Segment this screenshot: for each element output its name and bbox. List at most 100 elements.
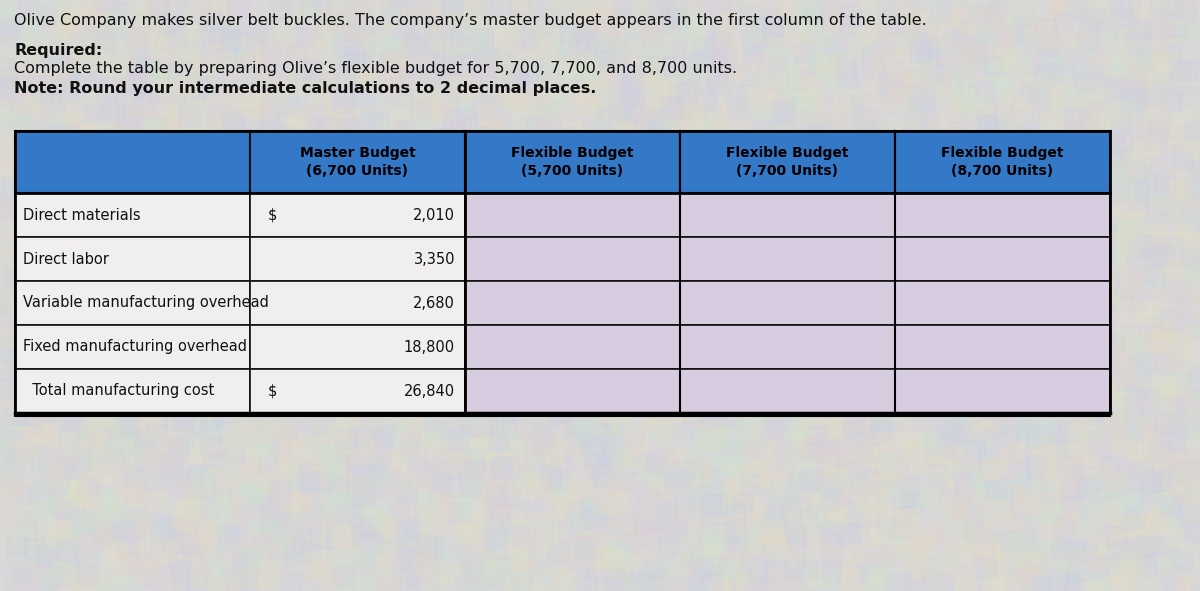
Point — [274, 25, 293, 35]
Point — [1171, 359, 1190, 369]
Point — [718, 252, 737, 261]
Point — [1075, 113, 1094, 122]
Point — [60, 374, 79, 383]
Point — [338, 291, 358, 300]
Point — [269, 555, 288, 564]
Point — [440, 322, 460, 331]
Point — [414, 106, 433, 116]
Point — [161, 212, 180, 221]
Point — [599, 485, 618, 494]
Point — [577, 329, 596, 338]
Point — [71, 236, 90, 246]
Point — [1182, 479, 1200, 489]
Point — [140, 298, 160, 308]
Point — [139, 64, 158, 74]
Point — [368, 461, 388, 470]
Point — [476, 270, 496, 280]
Point — [805, 146, 824, 155]
Point — [377, 267, 396, 277]
Point — [655, 339, 674, 348]
Point — [660, 93, 679, 102]
Point — [420, 176, 439, 185]
Point — [248, 552, 268, 561]
Point — [109, 163, 128, 172]
Point — [838, 184, 857, 194]
Point — [551, 411, 570, 420]
Point — [1175, 0, 1194, 9]
Point — [496, 82, 515, 91]
Point — [677, 200, 696, 209]
Point — [1105, 551, 1124, 561]
Point — [109, 185, 128, 194]
Point — [119, 382, 138, 391]
Point — [502, 97, 521, 106]
Point — [431, 477, 450, 486]
Point — [709, 109, 728, 119]
Point — [926, 449, 946, 459]
Point — [30, 357, 49, 366]
Point — [755, 180, 774, 190]
Point — [935, 77, 954, 86]
Point — [158, 309, 178, 319]
Point — [54, 271, 73, 281]
Point — [60, 215, 79, 225]
Point — [1163, 278, 1182, 288]
Point — [1020, 88, 1039, 98]
Point — [836, 142, 856, 152]
Text: 2,680: 2,680 — [413, 296, 455, 310]
Point — [137, 188, 156, 197]
Point — [818, 168, 838, 177]
Point — [211, 349, 230, 359]
Point — [517, 189, 536, 199]
Point — [642, 18, 661, 28]
Point — [1045, 34, 1064, 43]
Point — [91, 346, 110, 355]
Point — [136, 436, 155, 445]
Point — [1038, 158, 1057, 167]
Point — [973, 364, 992, 374]
Point — [805, 298, 824, 307]
Point — [990, 229, 1009, 239]
Point — [656, 175, 676, 184]
Point — [977, 436, 996, 446]
Bar — [250, 237, 466, 281]
Point — [1096, 25, 1115, 34]
Point — [959, 214, 978, 223]
Point — [712, 303, 731, 312]
Point — [440, 32, 460, 41]
Point — [35, 231, 54, 241]
Point — [290, 228, 310, 237]
Point — [324, 275, 343, 284]
Point — [712, 532, 731, 542]
Point — [862, 563, 881, 572]
Point — [1152, 497, 1171, 506]
Point — [702, 336, 721, 345]
Point — [256, 561, 275, 571]
Point — [119, 439, 138, 449]
Point — [454, 152, 473, 162]
Point — [318, 582, 337, 591]
Point — [194, 447, 214, 457]
Point — [134, 445, 154, 454]
Point — [464, 3, 484, 12]
Point — [870, 478, 889, 488]
Point — [882, 205, 901, 215]
Point — [1075, 77, 1094, 87]
Point — [894, 463, 913, 472]
Point — [941, 147, 960, 156]
Point — [847, 355, 866, 365]
Point — [617, 512, 636, 521]
Point — [713, 184, 732, 194]
Point — [804, 324, 823, 333]
Point — [491, 511, 510, 520]
Point — [740, 400, 760, 410]
Point — [967, 476, 986, 486]
Point — [1112, 1, 1132, 11]
Point — [533, 343, 552, 353]
Point — [1088, 327, 1108, 337]
Point — [569, 425, 588, 434]
Point — [1128, 168, 1147, 178]
Point — [400, 570, 419, 579]
Point — [788, 558, 808, 568]
Point — [827, 485, 846, 495]
